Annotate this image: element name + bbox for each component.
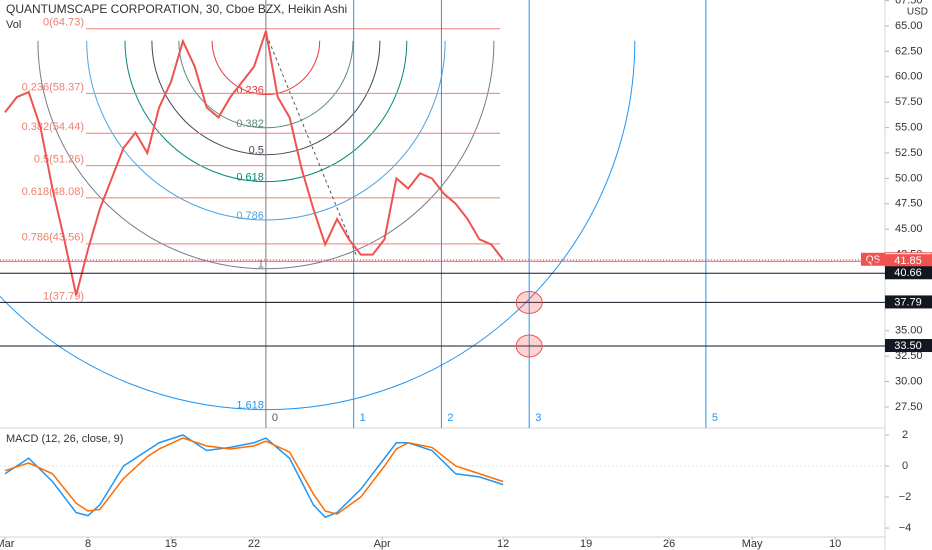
y-tick-label: 60.00 (895, 71, 923, 83)
fib-label: 0(64.73) (43, 17, 84, 29)
fib-label: 1(37.79) (43, 290, 84, 302)
y-tick-label: 27.50 (895, 401, 923, 413)
time-zone-label: 2 (447, 412, 453, 424)
y-tick-label: 32.50 (895, 350, 923, 362)
y-tick-label: 30.00 (895, 375, 923, 387)
price-tag (885, 254, 932, 268)
x-tick-label: 26 (663, 538, 675, 550)
price-tag-label: 37.79 (894, 296, 922, 308)
marker-ellipse (515, 334, 543, 358)
x-tick-label: Mar (0, 538, 15, 550)
price-tag (885, 339, 932, 353)
y-tick-label: 45.00 (895, 223, 923, 235)
macd-y-tick-label: −4 (899, 522, 912, 534)
fib-label: 0.786(43.56) (22, 232, 84, 244)
macd-line (4, 437, 504, 515)
chart-title: QUANTUMSCAPE CORPORATION, 30, Cboe BZX, … (6, 2, 347, 16)
fan-label: 1 (258, 259, 264, 271)
fib-label: 0.5(51.26) (34, 153, 84, 165)
macd-title: MACD (12, 26, close, 9) (6, 433, 123, 445)
y-tick-label: 57.50 (895, 96, 923, 108)
y-tick-label: 65.00 (895, 20, 923, 32)
x-tick-label: May (742, 538, 763, 550)
x-tick-label: 19 (580, 538, 592, 550)
symbol-tag (861, 252, 885, 266)
price-tag (885, 266, 932, 280)
fan-label: 0.618 (236, 172, 264, 184)
x-tick-label: 15 (165, 538, 177, 550)
currency: USD (907, 7, 928, 18)
time-zone-label: 0 (272, 412, 278, 424)
marker-ellipse (515, 290, 543, 314)
y-tick-label: 62.50 (895, 45, 923, 57)
symbol-label: QS (866, 254, 881, 265)
fan-label: 1.618 (236, 400, 264, 412)
macd-y-tick-label: 0 (902, 460, 908, 472)
time-zone-label: 5 (712, 412, 718, 424)
fan-label: 0.786 (236, 210, 264, 222)
trend-line (268, 40, 357, 255)
fan-label: 0.5 (249, 145, 264, 157)
price-tag-label: 33.50 (894, 340, 922, 352)
fan-label: 0.382 (236, 118, 264, 130)
macd-line (4, 434, 504, 519)
x-tick-label: Apr (374, 538, 391, 550)
y-tick-label: 47.50 (895, 198, 923, 210)
time-zone-label: 3 (535, 412, 541, 424)
price-line (4, 30, 504, 296)
y-tick-label: 67.50 (895, 0, 923, 7)
macd-y-tick-label: −2 (899, 491, 912, 503)
price-tag (885, 295, 932, 309)
y-tick-label: 50.00 (895, 172, 923, 184)
price-tag-label: 40.66 (894, 267, 922, 279)
price-tag-label: 41.85 (894, 255, 922, 267)
x-tick-label: 22 (248, 538, 260, 550)
fan-label: 0.236 (236, 84, 264, 96)
x-tick-label: 8 (85, 538, 91, 550)
y-tick-label: 55.00 (895, 122, 923, 134)
macd-y-tick-label: 2 (902, 429, 908, 441)
fib-label: 0.236(58.37) (22, 81, 84, 93)
x-tick-label: 10 (829, 538, 841, 550)
fib-label: 0.382(54.44) (22, 121, 84, 133)
y-tick-label: 35.00 (895, 325, 923, 337)
x-tick-label: 12 (497, 538, 509, 550)
y-tick-label: 52.50 (895, 147, 923, 159)
volume-label: Vol (6, 19, 21, 31)
time-zone-label: 1 (360, 412, 366, 424)
